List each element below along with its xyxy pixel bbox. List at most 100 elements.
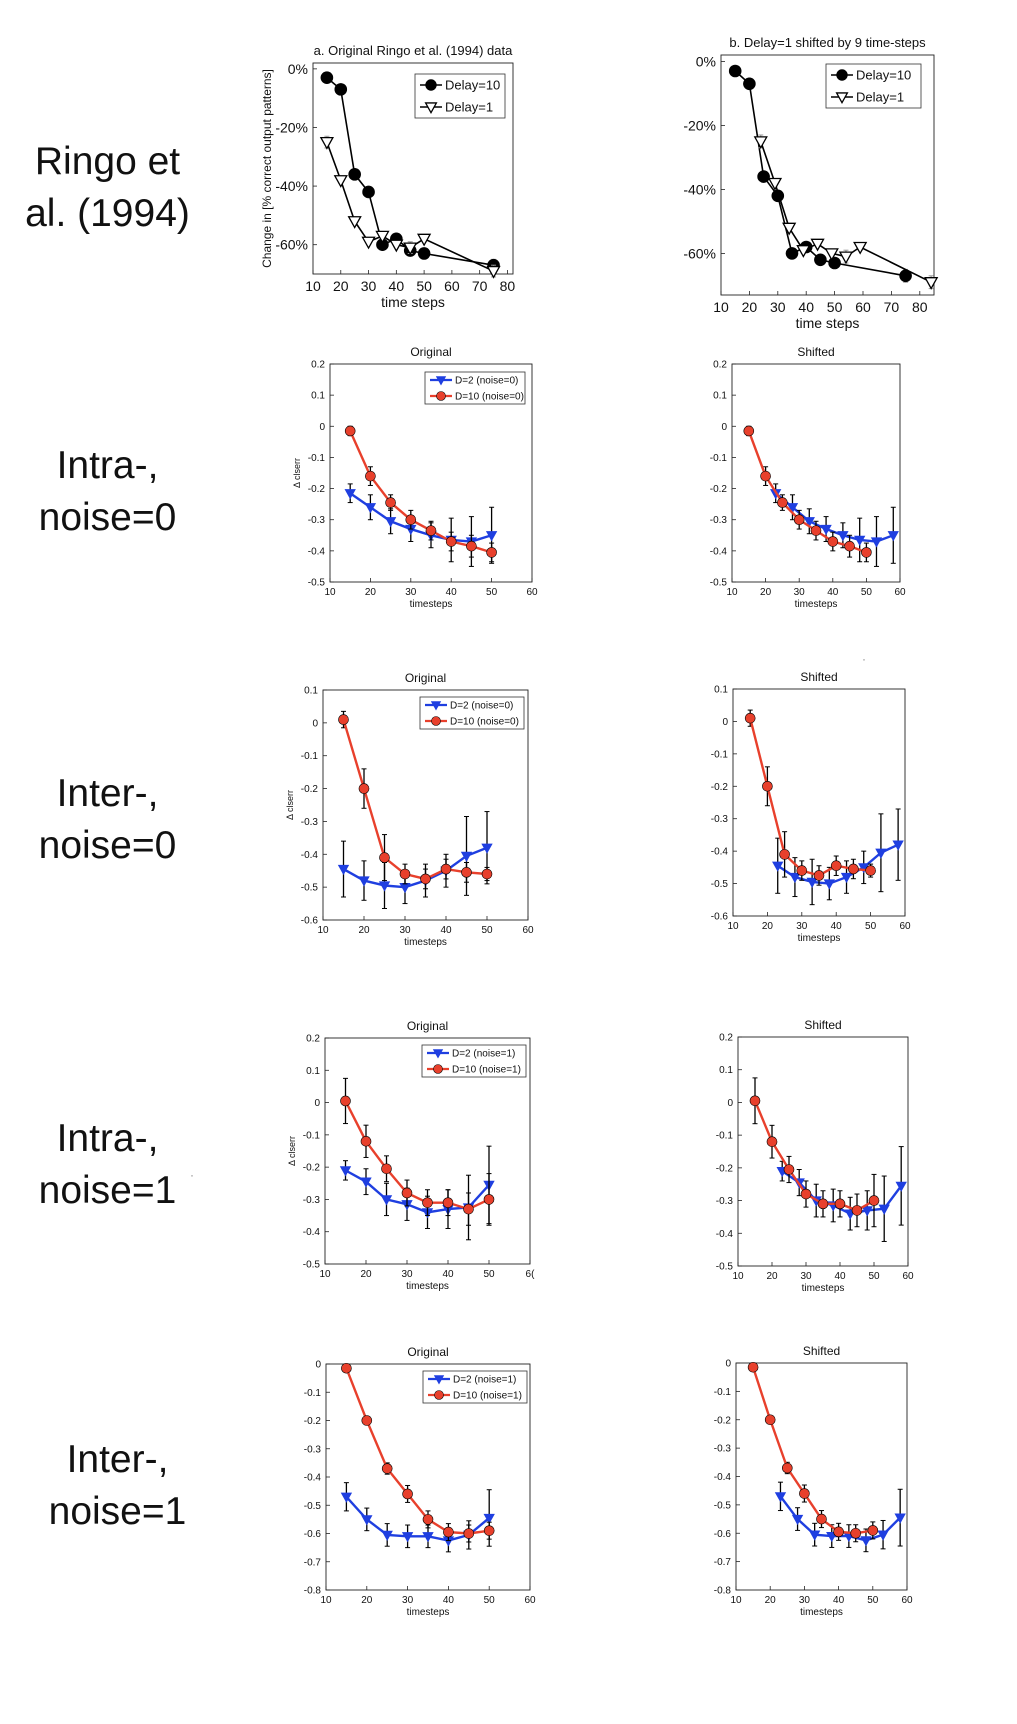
- data-point: [422, 1532, 434, 1543]
- y-tick-label: -0.4: [308, 546, 326, 557]
- x-tick-label: 50: [861, 587, 873, 598]
- data-point: [422, 1514, 434, 1525]
- chart-inter-noise1-original: Original 10 20 30 40 50 60 0 -0.1 -0.2 -0.3 -0.4 -0.…: [304, 1345, 536, 1618]
- data-point: [813, 870, 825, 881]
- legend: Delay=10 Delay=1: [825, 63, 922, 109]
- data-point: [781, 1462, 793, 1474]
- chart-title: Original: [405, 671, 446, 685]
- data-point: [362, 185, 375, 199]
- legend-label: D=10 (noise=1): [453, 1391, 522, 1402]
- data-point: [824, 248, 839, 262]
- data-point: [466, 540, 477, 552]
- data-point: [463, 1203, 474, 1215]
- chart-title: Original: [410, 345, 451, 359]
- data-point: [361, 1415, 373, 1426]
- x-tick-label: 30: [800, 1271, 812, 1282]
- x-tick-label: 30: [799, 1595, 811, 1606]
- data-point: [838, 251, 854, 265]
- data-point: [887, 531, 899, 542]
- data-point: [401, 1187, 413, 1199]
- data-point: [870, 537, 883, 548]
- row-label-line1: Inter-,: [66, 1438, 169, 1481]
- data-point: [360, 1136, 372, 1147]
- x-axis-label: timesteps: [410, 599, 453, 610]
- y-tick-label: -60%: [683, 245, 716, 261]
- data-point: [385, 497, 396, 508]
- data-point: [743, 425, 755, 437]
- y-axis-label: Change in [% correct output patterns]: [260, 69, 274, 268]
- row-label-line2: noise=1: [48, 1490, 187, 1533]
- x-tick-label: 30: [399, 925, 411, 936]
- data-point: [800, 1188, 812, 1200]
- series-line: [342, 846, 488, 889]
- row-label-intra-noise1: Intra-, noise=1: [0, 1113, 215, 1217]
- x-tick-label: 80: [500, 278, 516, 294]
- data-point: [757, 170, 770, 183]
- legend-label: Delay=10: [445, 78, 500, 93]
- data-point: [828, 256, 841, 270]
- series-line: [751, 1366, 873, 1535]
- data-point: [340, 1095, 351, 1107]
- x-tick-label: 50: [827, 299, 843, 315]
- chart-title: Original: [407, 1019, 448, 1033]
- data-point: [344, 489, 356, 500]
- data-point: [384, 517, 397, 528]
- data-point: [381, 1463, 393, 1474]
- data-point: [894, 1513, 906, 1524]
- row-label-line2: noise=1: [38, 1169, 177, 1212]
- series-line: [349, 430, 492, 554]
- x-tick-label: 50: [483, 1269, 495, 1280]
- series-a: [337, 811, 493, 909]
- data-point: [360, 1177, 372, 1188]
- legend-marker: [436, 391, 446, 401]
- data-point: [442, 1197, 454, 1208]
- y-tick-label: -0.2: [711, 782, 729, 793]
- plot-group: Shifted 10 20 30 40 50 60 0 -0.1 -0.2 -0.3 -0.4 -0.5…: [714, 1344, 913, 1618]
- y-tick-label: -0.1: [714, 1387, 732, 1398]
- x-tick-label: 30: [794, 587, 806, 598]
- data-point: [405, 514, 417, 526]
- legend: D=2 (noise=1) D=10 (noise=1): [421, 1044, 527, 1078]
- row-label-line1: Inter-,: [56, 772, 159, 815]
- y-tick-label: 0: [314, 1098, 320, 1109]
- y-tick-label: -0.3: [303, 1195, 321, 1206]
- series-a: [772, 808, 904, 906]
- x-tick-label: 60: [526, 587, 538, 598]
- data-point: [361, 1515, 373, 1526]
- data-point: [816, 1513, 827, 1525]
- x-tick-label: 20: [762, 921, 774, 932]
- x-tick-label: 60: [522, 925, 534, 936]
- data-point: [783, 1164, 795, 1175]
- data-point: [485, 531, 498, 542]
- x-tick-label: 20: [766, 1271, 778, 1282]
- x-tick-label: 40: [440, 925, 452, 936]
- chart-title: Shifted: [803, 1344, 840, 1358]
- chart-intra-noise1-original: Original 10 20 30 40 50 6(0.2 0.1 0 -0.1 -0.2 -0.3 -…: [287, 1019, 535, 1292]
- data-point: [837, 531, 849, 542]
- data-point: [786, 503, 799, 514]
- y-tick-label: -20%: [683, 117, 716, 133]
- data-point: [867, 1525, 879, 1536]
- x-tick-label: 20: [333, 278, 349, 294]
- data-point: [766, 1136, 778, 1147]
- series-line: [349, 492, 492, 543]
- legend-label: Delay=1: [856, 90, 904, 105]
- data-point: [348, 168, 361, 181]
- x-tick-label: 20: [765, 1595, 777, 1606]
- y-tick-label: -0.4: [303, 1227, 321, 1238]
- y-tick-label: -0.6: [714, 1529, 732, 1540]
- x-tick-label: 30: [770, 299, 786, 315]
- y-tick-label: 0.1: [719, 1065, 733, 1076]
- plot-frame: [322, 689, 529, 921]
- y-axis-label: Δ clserr: [287, 1136, 297, 1166]
- data-point: [753, 136, 768, 150]
- row-label-line2: noise=0: [38, 824, 177, 867]
- y-tick-label: -0.5: [303, 1260, 321, 1271]
- y-tick-label: 0.1: [304, 686, 318, 697]
- legend-label: Delay=1: [445, 100, 493, 115]
- legend: D=2 (noise=0) D=10 (noise=0): [419, 696, 525, 730]
- legend-marker: [433, 1064, 443, 1074]
- legend-label: D=2 (noise=1): [452, 1049, 515, 1060]
- x-tick-label: 50: [867, 1595, 879, 1606]
- data-point: [320, 71, 334, 84]
